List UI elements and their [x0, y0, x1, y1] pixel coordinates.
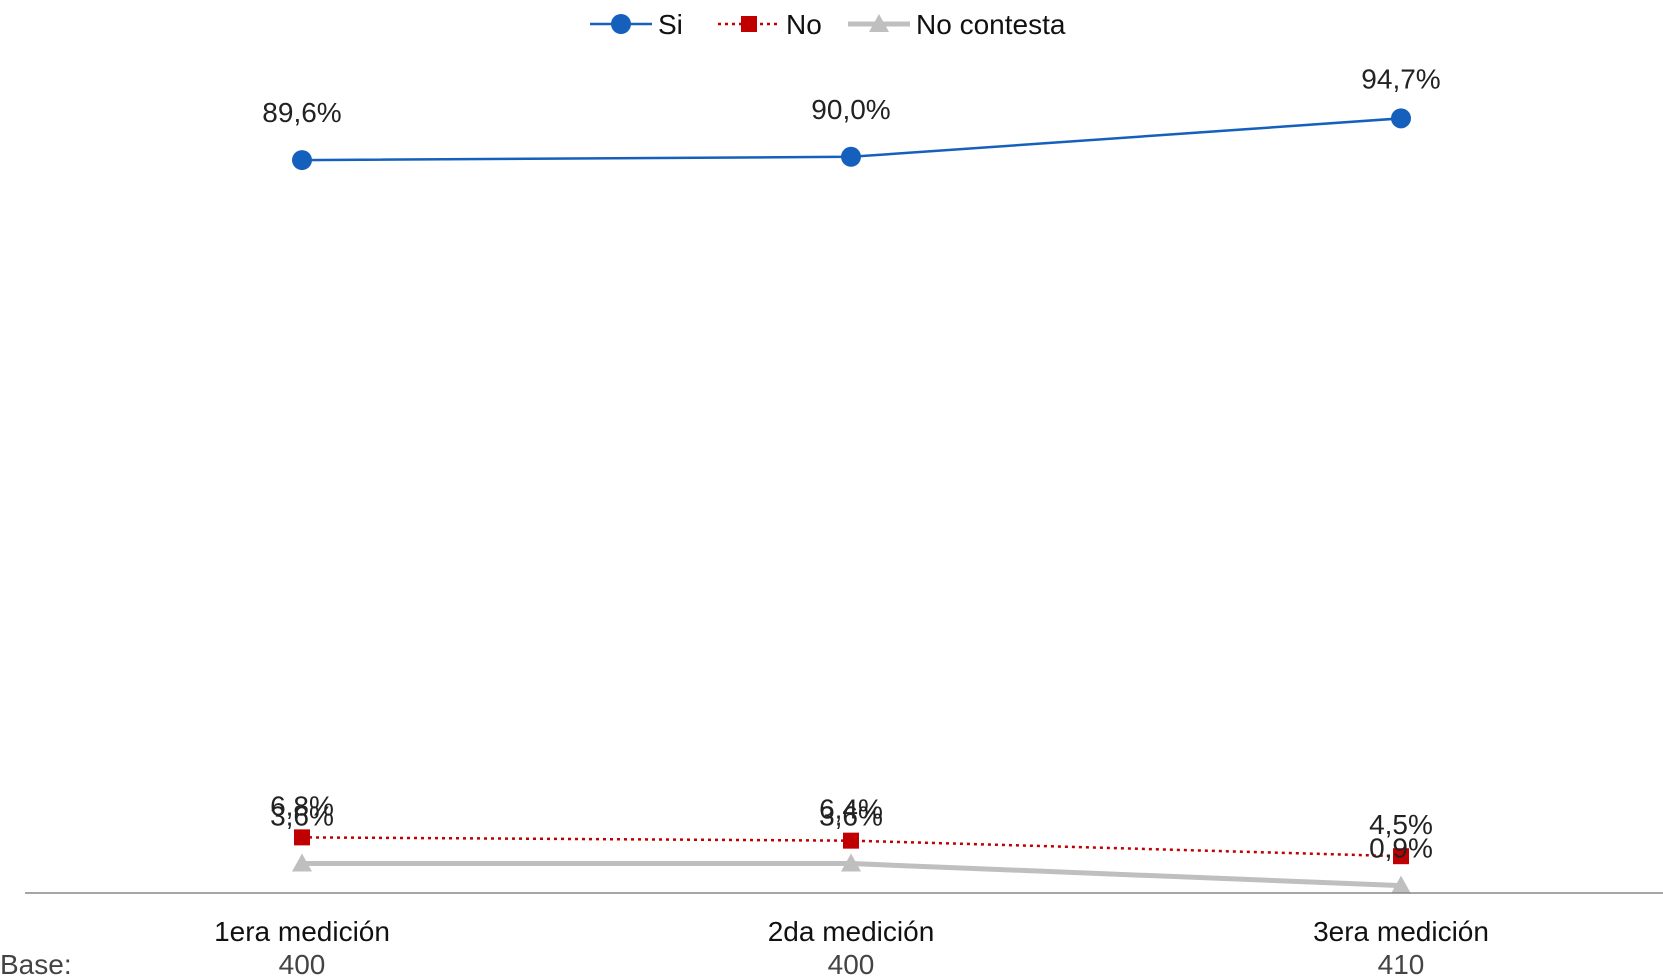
x-tick-label: 3era medición [1313, 916, 1489, 947]
base-value: 400 [828, 949, 875, 979]
series-layer: 3,6% 3,6% 0,9% 6,8% 6,4% 4,5% 89,6% 90,0% 94,7% [262, 63, 1441, 894]
data-label: 94,7% [1361, 63, 1440, 94]
x-tick-label: 2da medición [768, 916, 935, 947]
data-label: 0,9% [1369, 833, 1433, 864]
series-no [294, 829, 1409, 865]
data-label: 6,8% [270, 790, 334, 821]
series-si [292, 108, 1411, 171]
x-axis-ticks: 1era medición 2da medición 3era medición [214, 916, 1489, 947]
legend-marker [611, 14, 631, 34]
legend-label: Si [658, 9, 683, 40]
data-label: 3,6% [819, 801, 883, 832]
data-point [1393, 848, 1409, 865]
base-value: 400 [279, 949, 326, 979]
base-label: Base: [0, 949, 72, 979]
data-point [292, 853, 312, 872]
data-label: 90,0% [811, 94, 890, 125]
legend-marker [869, 14, 889, 32]
x-tick-label: 1era medición [214, 916, 390, 947]
data-point [841, 853, 861, 872]
base-value: 410 [1378, 949, 1425, 979]
series-no-contesta [292, 853, 1411, 894]
legend-label: No contesta [916, 9, 1066, 40]
legend-item-no-contesta: No contesta [848, 9, 1066, 40]
data-point [1391, 108, 1411, 129]
legend-label: No [786, 9, 822, 40]
base-values: 400 400 410 [279, 949, 1425, 979]
data-point [1391, 875, 1411, 894]
legend-item-no: No [718, 9, 822, 40]
data-point [292, 150, 312, 171]
data-point [843, 832, 859, 849]
legend-item-si: Si [590, 9, 683, 40]
data-point [294, 829, 310, 846]
data-label: 89,6% [262, 97, 341, 128]
data-label: 6,4% [819, 794, 883, 825]
data-label: 4,5% [1369, 809, 1433, 840]
legend-marker [741, 16, 757, 32]
data-point [841, 146, 861, 167]
data-label: 3,6% [270, 801, 334, 832]
legend: Si No No contesta [590, 9, 1066, 40]
series-line [301, 836, 1402, 858]
